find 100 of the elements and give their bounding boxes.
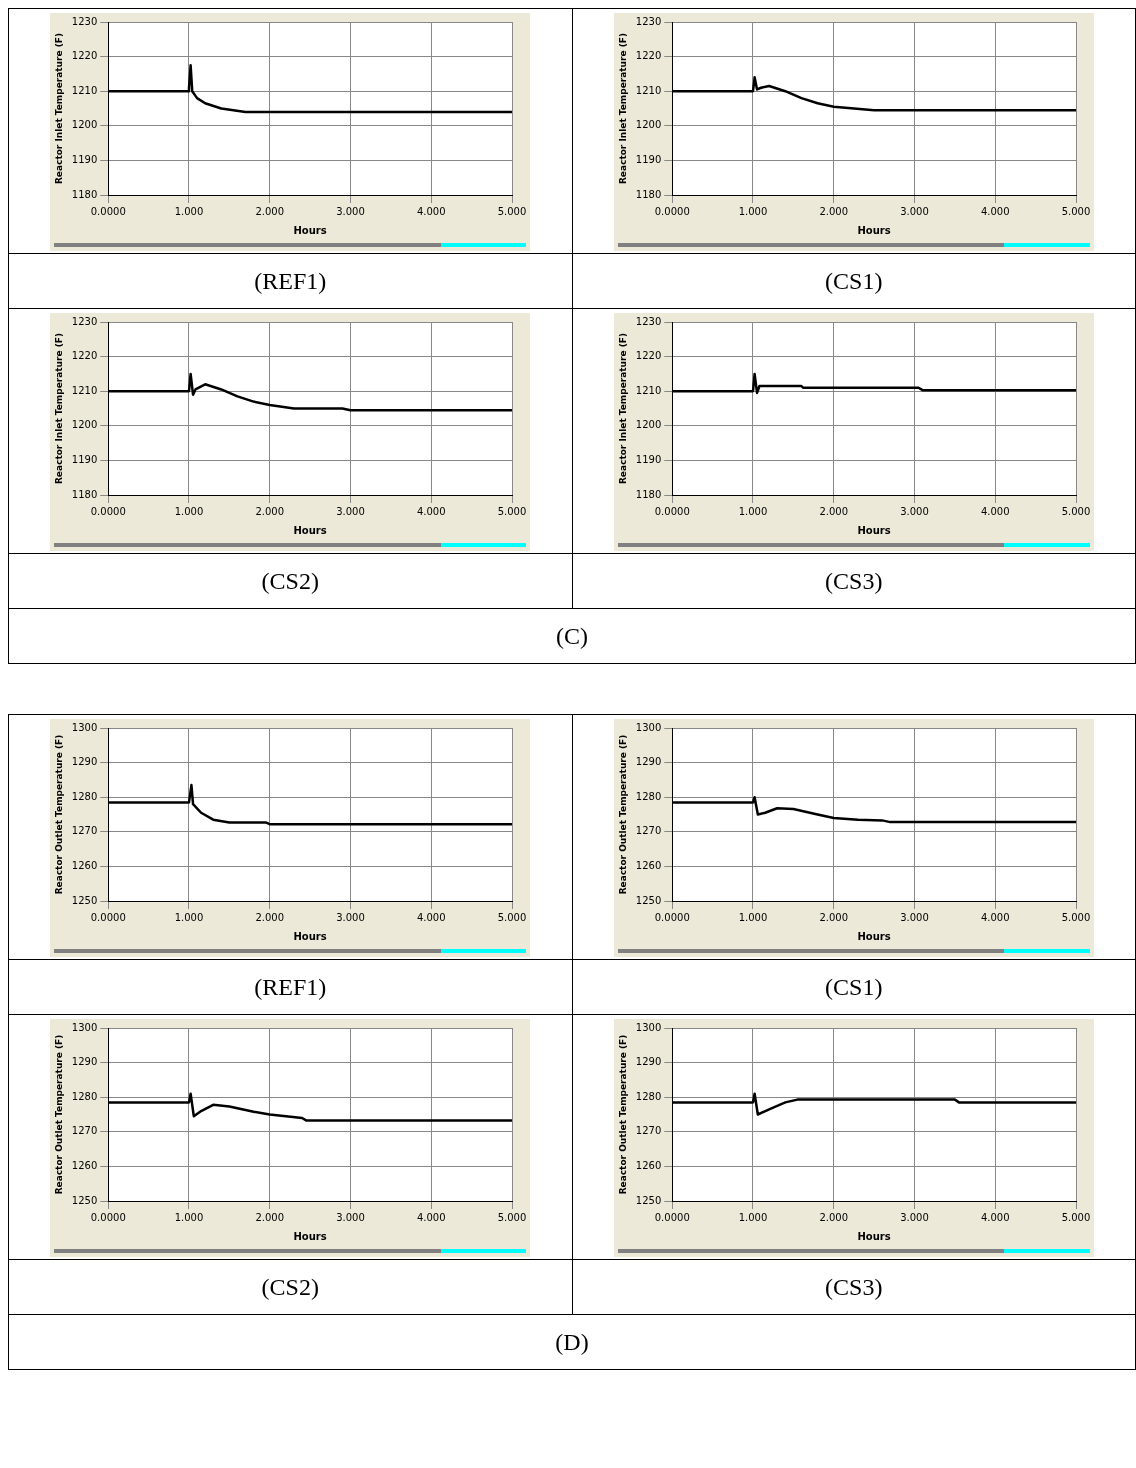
y-tick-label: 1250 bbox=[72, 894, 98, 906]
text: (CS2) bbox=[8, 1259, 572, 1315]
x-tick-label: 0.0000 bbox=[91, 1211, 126, 1223]
x-axis-title: Hours bbox=[293, 1230, 328, 1242]
text: (CS1) bbox=[572, 959, 1136, 1015]
y-tick-label: 1200 bbox=[635, 419, 661, 431]
x-tick-label: 5.000 bbox=[1061, 1211, 1091, 1223]
y-axis-title: Reactor Inlet Temperature (F) bbox=[617, 332, 628, 485]
x-axis-title: Hours bbox=[857, 930, 891, 942]
x-tick-label: 3.000 bbox=[899, 911, 929, 923]
y-tick-label: 1230 bbox=[72, 315, 98, 327]
x-axis-title: Hours bbox=[293, 930, 328, 942]
x-tick-label: 4.000 bbox=[417, 205, 446, 217]
text: (CS1) bbox=[572, 253, 1136, 309]
y-tick-label: 1270 bbox=[635, 825, 661, 837]
y-tick-label: 1230 bbox=[635, 315, 661, 327]
x-tick-label: 0.0000 bbox=[654, 1211, 690, 1223]
y-tick-label: 1210 bbox=[72, 84, 98, 96]
x-tick-label: 0.0000 bbox=[91, 205, 126, 217]
x-tick-label: 0.0000 bbox=[91, 911, 126, 923]
x-tick-label: 5.000 bbox=[1061, 205, 1091, 217]
text: (REF1) bbox=[8, 253, 572, 309]
x-axis-title: Hours bbox=[857, 1230, 891, 1242]
y-axis-title: Reactor Outlet Temperature (F) bbox=[53, 734, 64, 895]
y-tick-label: 1280 bbox=[635, 1090, 661, 1102]
y-tick-label: 1250 bbox=[635, 894, 661, 906]
y-tick-label: 1190 bbox=[635, 153, 661, 165]
y-tick-label: 1270 bbox=[72, 1125, 98, 1137]
y-tick-label: 1210 bbox=[72, 384, 98, 396]
x-axis-title: Hours bbox=[293, 224, 328, 236]
y-tick-label: 1250 bbox=[635, 1194, 661, 1206]
x-tick-label: 2.000 bbox=[819, 505, 848, 517]
x-tick-label: 0.0000 bbox=[654, 505, 690, 517]
text: (CS3) bbox=[572, 553, 1136, 609]
y-axis-title: Reactor Inlet Temperature (F) bbox=[53, 332, 64, 485]
x-tick-label: 5.000 bbox=[497, 205, 527, 217]
x-tick-label: 4.000 bbox=[980, 205, 1010, 217]
x-tick-label: 1.000 bbox=[174, 911, 204, 923]
x-tick-label: 2.000 bbox=[819, 1211, 848, 1223]
y-tick-label: 1300 bbox=[635, 721, 661, 733]
y-axis-title: Reactor Outlet Temperature (F) bbox=[617, 734, 628, 895]
text: (D) bbox=[8, 1314, 1136, 1370]
y-tick-label: 1300 bbox=[72, 721, 98, 733]
x-tick-label: 3.000 bbox=[336, 205, 366, 217]
text: (CS3) bbox=[572, 1259, 1136, 1315]
x-tick-label: 1.000 bbox=[738, 505, 768, 517]
y-tick-label: 1190 bbox=[72, 153, 98, 165]
x-tick-label: 2.000 bbox=[819, 205, 848, 217]
y-tick-label: 1220 bbox=[72, 350, 98, 362]
x-tick-label: 0.0000 bbox=[654, 205, 690, 217]
y-tick-label: 1230 bbox=[72, 15, 98, 27]
x-tick-label: 3.000 bbox=[899, 205, 929, 217]
x-tick-label: 5.000 bbox=[497, 505, 527, 517]
text: (CS2) bbox=[8, 553, 572, 609]
x-tick-label: 4.000 bbox=[417, 505, 446, 517]
y-tick-label: 1210 bbox=[635, 384, 661, 396]
y-tick-label: 1290 bbox=[72, 756, 98, 768]
x-tick-label: 1.000 bbox=[174, 505, 204, 517]
text: (REF1) bbox=[8, 959, 572, 1015]
y-tick-label: 1270 bbox=[72, 825, 98, 837]
x-tick-label: 3.000 bbox=[336, 505, 366, 517]
y-tick-label: 1180 bbox=[635, 488, 661, 500]
y-tick-label: 1180 bbox=[635, 188, 661, 200]
x-tick-label: 5.000 bbox=[497, 911, 527, 923]
x-tick-label: 4.000 bbox=[980, 1211, 1010, 1223]
y-tick-label: 1300 bbox=[72, 1021, 98, 1033]
y-axis-title: Reactor Outlet Temperature (F) bbox=[617, 1034, 628, 1195]
x-tick-label: 4.000 bbox=[980, 911, 1010, 923]
x-axis-title: Hours bbox=[857, 524, 891, 536]
y-tick-label: 1290 bbox=[635, 756, 661, 768]
y-tick-label: 1200 bbox=[72, 119, 98, 131]
y-tick-label: 1200 bbox=[635, 119, 661, 131]
x-axis-title: Hours bbox=[293, 524, 328, 536]
y-tick-label: 1200 bbox=[72, 419, 98, 431]
x-tick-label: 4.000 bbox=[417, 1211, 446, 1223]
y-tick-label: 1260 bbox=[635, 1159, 661, 1171]
y-tick-label: 1280 bbox=[635, 790, 661, 802]
y-axis-title: Reactor Inlet Temperature (F) bbox=[53, 32, 64, 185]
y-tick-label: 1220 bbox=[72, 50, 98, 62]
y-axis-title: Reactor Outlet Temperature (F) bbox=[53, 1034, 64, 1195]
x-tick-label: 3.000 bbox=[899, 1211, 929, 1223]
y-tick-label: 1250 bbox=[72, 1194, 98, 1206]
y-tick-label: 1260 bbox=[72, 1159, 98, 1171]
y-tick-label: 1210 bbox=[635, 84, 661, 96]
x-tick-label: 0.0000 bbox=[91, 505, 126, 517]
x-tick-label: 1.000 bbox=[738, 911, 768, 923]
x-tick-label: 2.000 bbox=[255, 1211, 285, 1223]
y-tick-label: 1280 bbox=[72, 1090, 98, 1102]
x-tick-label: 2.000 bbox=[255, 911, 285, 923]
y-tick-label: 1220 bbox=[635, 50, 661, 62]
y-tick-label: 1280 bbox=[72, 790, 98, 802]
x-tick-label: 2.000 bbox=[255, 205, 285, 217]
x-tick-label: 2.000 bbox=[819, 911, 848, 923]
y-tick-label: 1290 bbox=[635, 1056, 661, 1068]
x-tick-label: 3.000 bbox=[336, 1211, 366, 1223]
y-tick-label: 1260 bbox=[72, 859, 98, 871]
x-tick-label: 3.000 bbox=[899, 505, 929, 517]
y-tick-label: 1300 bbox=[635, 1021, 661, 1033]
y-tick-label: 1190 bbox=[635, 453, 661, 465]
y-axis-title: Reactor Inlet Temperature (F) bbox=[617, 32, 628, 185]
